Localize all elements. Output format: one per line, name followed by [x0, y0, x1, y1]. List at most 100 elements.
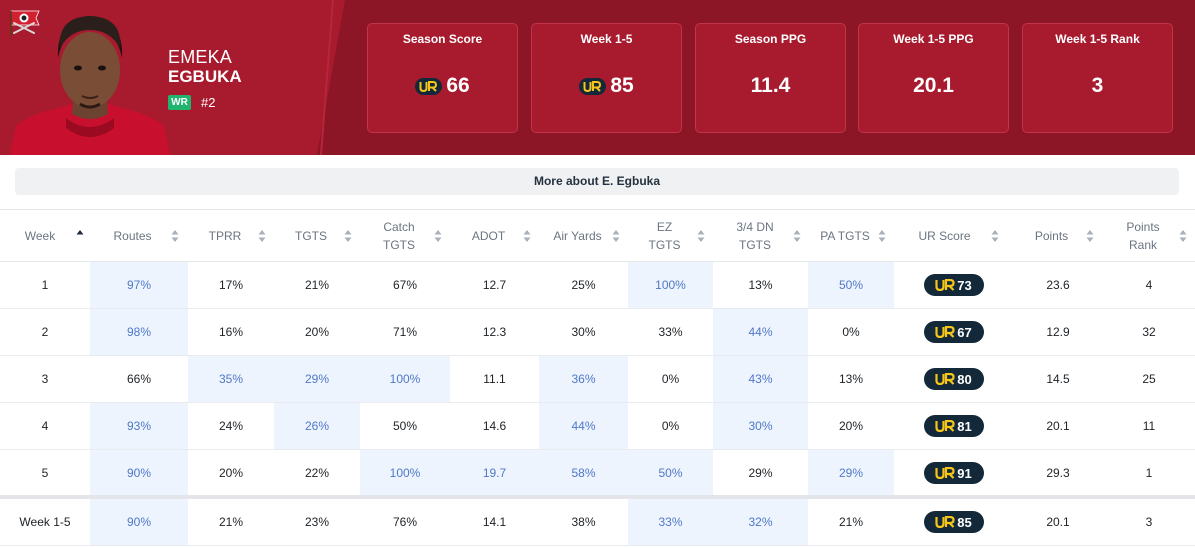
column-header-label: Week	[24, 229, 56, 243]
table-cell-pa-tgts: 0%	[842, 325, 860, 339]
sort-icon	[878, 230, 886, 242]
stat-card-week-rank: Week 1-5 Rank 3	[1022, 23, 1173, 133]
table-cell-pa-tgts: 29%	[808, 450, 894, 496]
table-row: 5 90% 20% 22% 100% 19.7 58% 50% 29% 29% 91 29.3 1	[0, 450, 1195, 497]
stat-card-label: Week 1-5	[580, 32, 633, 46]
column-header-week[interactable]: Week	[0, 210, 80, 262]
table-cell-catch-tgts: 50%	[392, 419, 418, 433]
column-header-adot[interactable]: ADOT	[450, 210, 527, 262]
ur-score-badge: 81	[923, 415, 984, 437]
stat-card-value: 11.4	[696, 73, 845, 99]
ur-logo-icon	[935, 326, 955, 338]
table-cell-ur-score: 80	[894, 356, 1013, 402]
sort-up-active-icon	[76, 230, 84, 235]
column-header-catch-tgts[interactable]: Catch TGTS	[360, 210, 438, 262]
table-cell-ez-tgts: 0%	[661, 419, 680, 433]
table-cell-tgts: 26%	[274, 403, 360, 449]
table-cell-tprr: 20%	[218, 466, 244, 480]
stat-card-number: 85	[610, 74, 634, 97]
column-header-ez-tgts[interactable]: EZ TGTS	[628, 210, 701, 262]
table-cell-tprr: 21%	[218, 515, 244, 529]
table-cell-week: 4	[41, 419, 49, 433]
table-cell-pa-tgts: 50%	[808, 262, 894, 308]
table-cell-air-yards: 30%	[571, 325, 596, 339]
ur-score-value: 73	[957, 277, 972, 293]
ur-logo-icon	[935, 373, 955, 385]
column-header-routes[interactable]: Routes	[90, 210, 175, 262]
ur-logo-icon	[579, 77, 607, 95]
table-row: 3 66% 35% 29% 100% 11.1 36% 0% 43% 13% 80 14.5 25	[0, 356, 1195, 403]
column-header-pa-tgts[interactable]: PA TGTS	[808, 210, 882, 262]
column-header-air-yards[interactable]: Air Yards	[539, 210, 616, 262]
table-cell-adot: 11.1	[483, 372, 506, 386]
sort-icon	[258, 230, 266, 242]
table-cell-air-yards: 58%	[539, 450, 628, 496]
column-header-label: EZ TGTS	[648, 220, 681, 252]
column-header-label: Points	[1034, 229, 1069, 243]
table-cell-tprr: 35%	[188, 356, 274, 402]
sort-icon	[991, 230, 999, 242]
table-cell-ur-score: 91	[894, 450, 1013, 496]
table-cell-3-4-dn-tgts: 30%	[713, 403, 808, 449]
table-cell-points-rank: 11	[1142, 419, 1156, 433]
table-cell-points: 20.1	[1046, 419, 1070, 433]
ur-score-value: 85	[957, 514, 972, 530]
ur-logo-icon	[935, 420, 955, 432]
table-cell-points-rank: 3	[1145, 515, 1153, 529]
total-row-separator	[0, 495, 1195, 499]
table-cell-routes: 66%	[126, 372, 152, 386]
table-cell-ez-tgts: 0%	[661, 372, 680, 386]
ur-logo-icon	[935, 279, 955, 291]
table-cell-ez-tgts: 33%	[628, 499, 713, 545]
table-cell-week: Week 1-5	[19, 515, 71, 529]
table-cell-tprr: 24%	[218, 419, 244, 433]
table-cell-3-4-dn-tgts: 32%	[713, 499, 808, 545]
position-badge: WR	[168, 95, 191, 110]
column-header-ur-score[interactable]: UR Score	[894, 210, 995, 262]
column-header-3-4-dn-tgts[interactable]: 3/4 DN TGTS	[713, 210, 797, 262]
table-cell-routes: 98%	[90, 309, 188, 355]
column-header-label: Points Rank	[1126, 220, 1160, 252]
column-header-label: TPRR	[208, 229, 242, 243]
table-cell-ez-tgts: 33%	[658, 325, 683, 339]
table-cell-air-yards: 38%	[571, 515, 596, 529]
stat-card-label: Week 1-5 PPG	[893, 32, 974, 46]
ur-score-value: 81	[957, 418, 972, 434]
table-cell-routes: 93%	[90, 403, 188, 449]
table-cell-tgts: 22%	[304, 466, 330, 480]
table-cell-3-4-dn-tgts: 29%	[748, 466, 773, 480]
stat-card-value: 3	[1023, 73, 1172, 99]
table-cell-week: 3	[41, 372, 49, 386]
more-about-player-button[interactable]: More about E. Egbuka	[15, 168, 1179, 195]
ur-score-badge: 80	[923, 368, 984, 390]
column-header-tprr[interactable]: TPRR	[188, 210, 262, 262]
table-cell-points: 12.9	[1046, 325, 1070, 339]
column-header-points[interactable]: Points	[1013, 210, 1090, 262]
table-cell-adot: 14.1	[482, 515, 507, 529]
table-cell-points-rank: 4	[1145, 278, 1153, 292]
stat-card-week-score: Week 1-5 85	[531, 23, 682, 133]
stat-card-label: Season PPG	[734, 32, 807, 46]
table-cell-routes: 90%	[90, 499, 188, 545]
column-header-label: UR Score	[918, 229, 971, 243]
column-header-label: PA TGTS	[820, 229, 870, 243]
jersey-number: #2	[201, 95, 216, 110]
table-cell-ur-score: 85	[894, 499, 1013, 545]
stat-card-label: Season Score	[402, 32, 483, 46]
table-row: 2 98% 16% 20% 71% 12.3 30% 33% 44% 0% 67 12.9 32	[0, 309, 1195, 356]
table-cell-tgts: 20%	[304, 325, 330, 339]
column-header-tgts[interactable]: TGTS	[274, 210, 348, 262]
table-cell-points-rank: 25	[1142, 372, 1156, 386]
column-header-label: Catch TGTS	[383, 220, 415, 252]
column-header-points-rank[interactable]: Points Rank	[1103, 210, 1183, 262]
table-cell-week: 1	[41, 278, 49, 292]
table-cell-tgts: 23%	[304, 515, 330, 529]
ur-score-badge: 91	[923, 462, 984, 484]
column-header-label: TGTS	[295, 229, 327, 243]
ur-score-badge: 67	[923, 321, 984, 343]
table-cell-ur-score: 73	[894, 262, 1013, 308]
table-cell-3-4-dn-tgts: 43%	[713, 356, 808, 402]
table-cell-air-yards: 25%	[571, 278, 596, 292]
table-cell-week: 2	[41, 325, 49, 339]
ur-score-value: 91	[957, 465, 972, 481]
